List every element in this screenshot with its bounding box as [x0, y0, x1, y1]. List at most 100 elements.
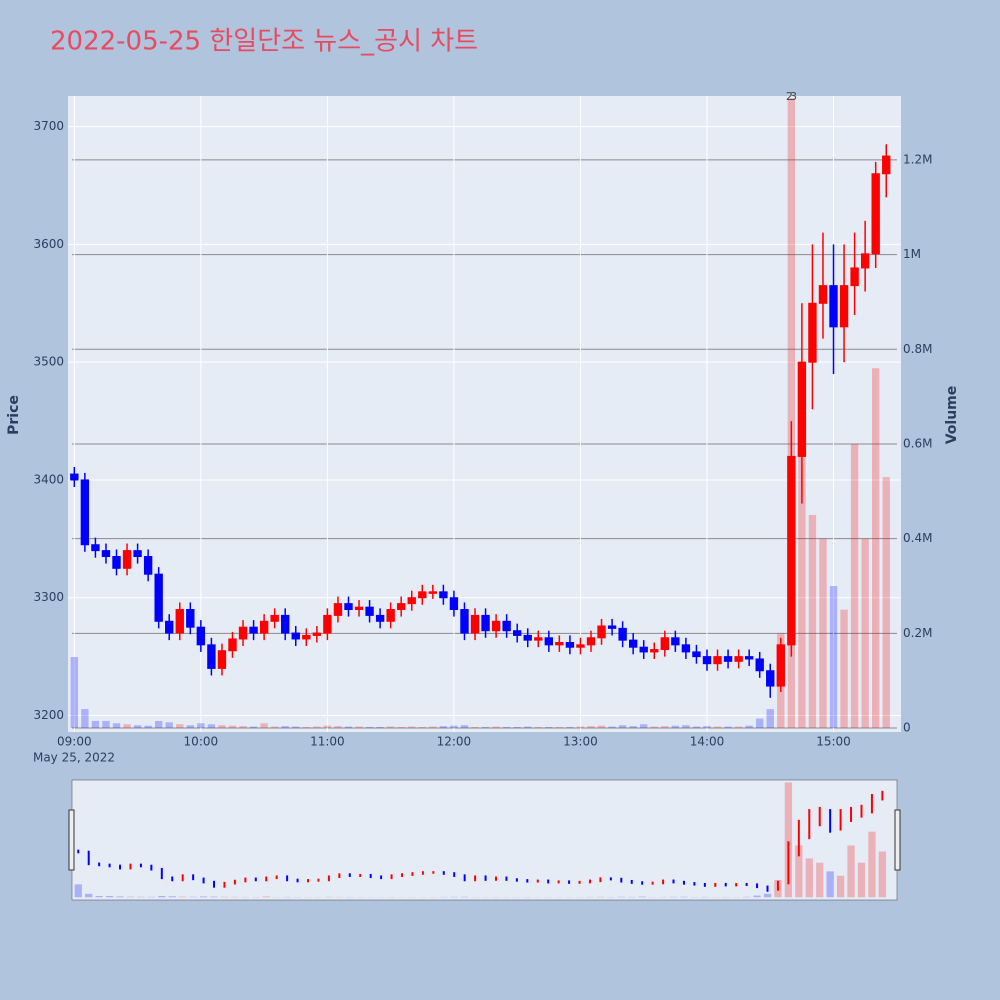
y2-axis-title: Volume [944, 386, 960, 445]
volume-bar [597, 725, 606, 729]
candle-body [418, 591, 427, 599]
y-tick-label: 3300 [33, 590, 64, 604]
candle-body [534, 637, 543, 641]
volume-bar [819, 538, 827, 729]
candle-body [249, 626, 258, 634]
volume-bar [524, 726, 532, 729]
candle-body [154, 573, 163, 622]
volume-bar [882, 477, 890, 729]
y2-tick-label: 1M [903, 247, 921, 261]
slider-volume-bar [868, 831, 876, 898]
slider-volume-bar [85, 893, 93, 898]
chart-title: 2022-05-25 한일단조 뉴스_공시 차트 [50, 27, 478, 57]
volume-bar [692, 726, 701, 729]
volume-bar [154, 720, 163, 729]
volume-bar [334, 726, 342, 729]
candle-body [723, 656, 733, 662]
volume-bar [471, 727, 479, 729]
slider-volume-bar [158, 895, 166, 898]
volume-bar [323, 725, 332, 729]
candle-body [375, 614, 385, 622]
volume-bar [534, 727, 542, 729]
slider-volume-bar [795, 845, 803, 898]
candle-body [217, 650, 227, 669]
y-tick-label: 3400 [33, 472, 64, 486]
volume-bar [756, 718, 764, 729]
volume-bar [292, 726, 300, 729]
candle-body [165, 620, 174, 634]
slider-volume-bar [116, 896, 124, 898]
volume-bar [165, 722, 173, 729]
volume-bar [798, 443, 806, 729]
candle-body [860, 253, 870, 269]
candle-body [323, 614, 332, 634]
volume-bar [249, 726, 258, 729]
candle-body [829, 285, 838, 328]
candle-body [186, 609, 195, 628]
candle-body [259, 620, 269, 634]
candle-body [512, 630, 522, 636]
candle-body [882, 155, 891, 175]
volume-bar [239, 726, 247, 729]
slider-volume-bar [199, 896, 208, 898]
volume-bar [724, 726, 732, 729]
candle-body [818, 285, 828, 304]
y2-tick-label: 0.8M [903, 342, 932, 356]
candle-body [565, 641, 575, 648]
candle-body [797, 361, 807, 457]
candle-body [618, 627, 627, 641]
volume-bar [197, 723, 205, 729]
x-date-label: May 25, 2022 [33, 751, 115, 765]
candle-body [460, 609, 469, 634]
y2-tick-label: 1.2M [903, 152, 932, 166]
slider-volume-bar [836, 875, 845, 898]
volume-bar [587, 726, 595, 729]
volume-bar [439, 726, 448, 729]
volume-bar [355, 726, 363, 729]
volume-bar [682, 725, 690, 729]
candle-body [91, 544, 100, 552]
x-tick-label: 13:00 [563, 735, 598, 749]
candle-body [776, 644, 785, 687]
slider-volume-bar [680, 896, 688, 898]
volume-bar [787, 98, 796, 729]
candle-body [428, 591, 438, 594]
candle-body [544, 637, 554, 646]
volume-bar [313, 726, 321, 729]
volume-bar [566, 727, 574, 729]
slider-handle-left[interactable] [68, 809, 75, 871]
volume-bar [123, 724, 131, 729]
candle-body [607, 625, 617, 629]
volume-bar [872, 368, 880, 729]
volume-bar [270, 726, 279, 729]
candle-body [702, 656, 712, 665]
slider-handle-right[interactable] [894, 809, 901, 871]
y2-tick-label: 0 [903, 721, 911, 735]
candle-body [175, 609, 184, 634]
slider-volume-bar [847, 845, 855, 898]
volume-bar [186, 725, 195, 729]
volume-bar [745, 725, 753, 729]
slider-volume-bar [784, 782, 793, 898]
slider-volume-bar [617, 896, 625, 898]
slider-volume-bar [126, 896, 135, 898]
candle-body [639, 646, 648, 653]
volume-bar [408, 726, 416, 729]
x-tick-label: 11:00 [310, 735, 345, 749]
volume-bar [365, 727, 374, 729]
volume-bar [102, 720, 110, 729]
range-slider[interactable] [71, 779, 898, 901]
volume-bar [808, 514, 817, 729]
candle-body [586, 637, 596, 646]
candle-body [397, 603, 406, 611]
volume-bar [618, 725, 627, 729]
candle-body [344, 603, 353, 611]
candle-body [407, 597, 416, 605]
candle-body [196, 626, 206, 646]
candle-body [101, 550, 111, 558]
volume-bar [661, 726, 669, 729]
volume-bar [703, 726, 711, 729]
y-tick-label: 3600 [33, 237, 64, 251]
candle-body [692, 651, 701, 658]
candle-body [787, 455, 796, 646]
